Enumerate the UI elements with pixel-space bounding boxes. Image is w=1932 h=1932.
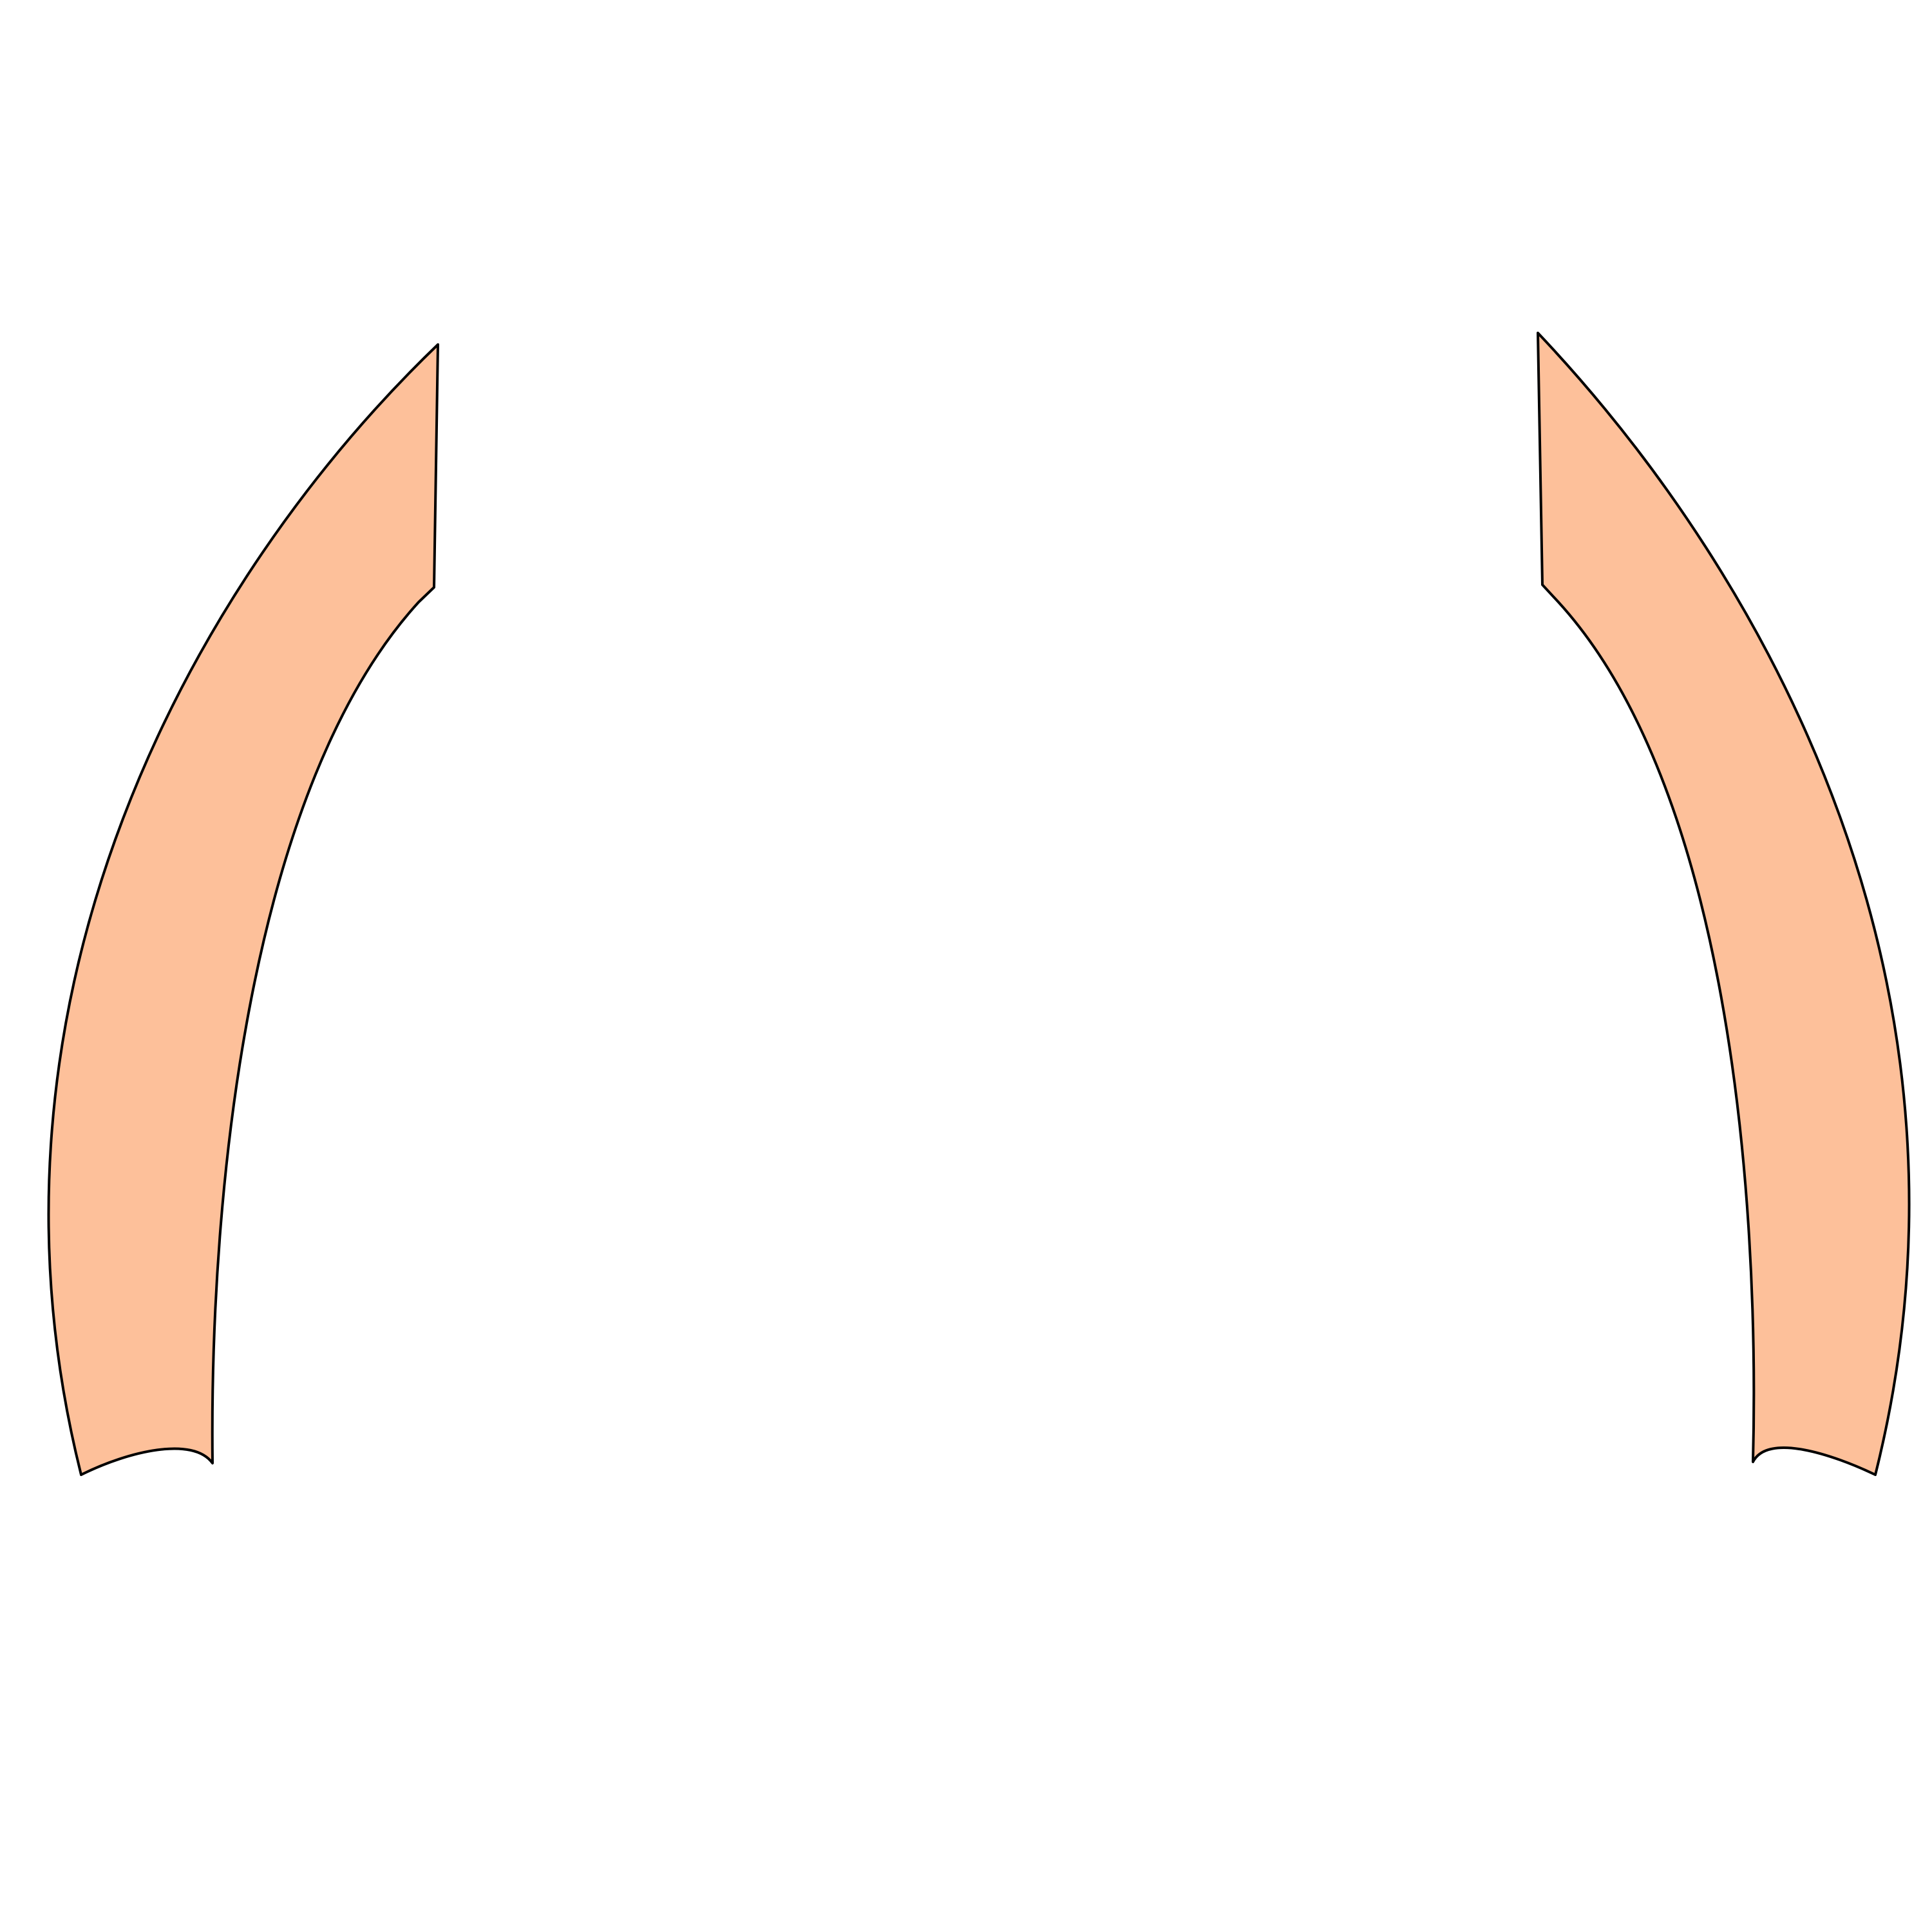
left-curved-band bbox=[47, 343, 439, 1476]
right-curved-band bbox=[1537, 332, 1911, 1476]
